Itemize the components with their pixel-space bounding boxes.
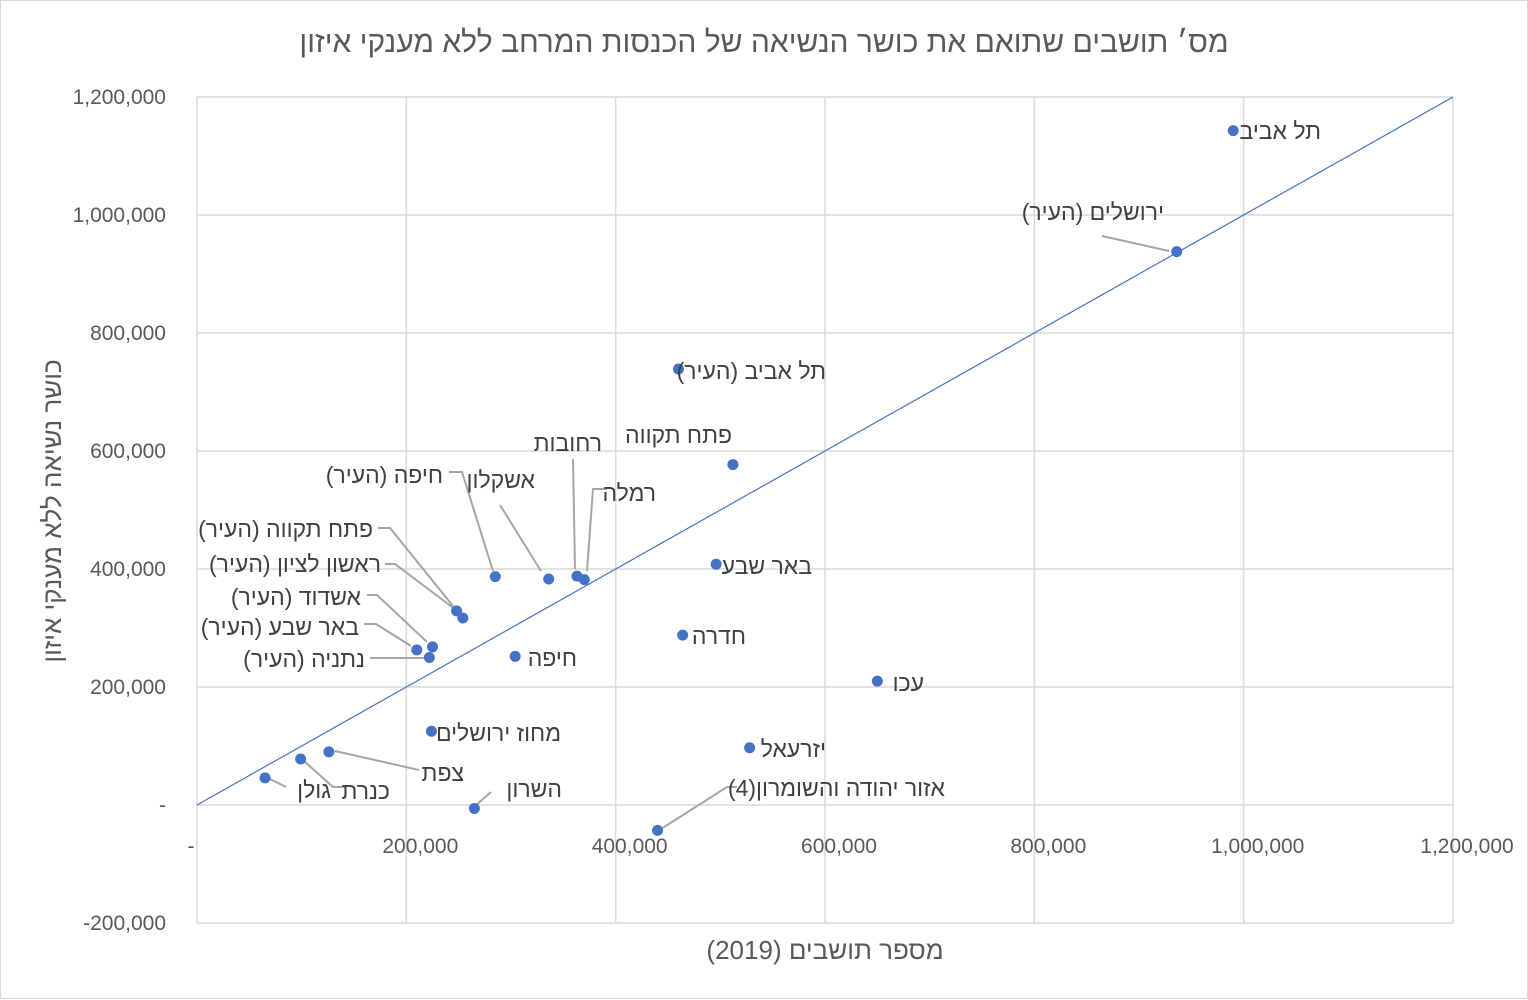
data-point	[259, 772, 271, 784]
data-labels: תל אביב ירושלים (העיר) תל אביב (העיר) פתח ת…	[198, 118, 1321, 804]
x-tick-label: 1,000,000	[1211, 835, 1304, 858]
data-label: אשדוד (העיר)	[231, 584, 362, 610]
data-label: תל אביב	[1240, 118, 1321, 144]
data-point	[543, 573, 555, 585]
y-tick-label: -	[159, 794, 166, 817]
data-point	[423, 652, 435, 663]
data-point	[1227, 125, 1239, 137]
data-label: תל אביב (העיר)	[677, 358, 826, 384]
leader-line	[367, 594, 428, 643]
data-label: גולן	[297, 777, 331, 803]
data-point	[295, 753, 307, 765]
data-label: חיפה (העיר)	[326, 462, 443, 488]
data-point	[578, 574, 590, 586]
leader-line	[364, 623, 412, 647]
data-label: מחוז ירושלים	[436, 720, 561, 746]
data-label: באר שבע (העיר)	[201, 614, 359, 640]
y-tick-label: 800,000	[90, 322, 166, 345]
data-point	[652, 824, 664, 836]
data-label: עכו	[893, 670, 924, 696]
data-label: רמלה	[603, 480, 656, 506]
data-label: השרון	[506, 776, 562, 802]
data-label: באר שבע	[722, 553, 812, 579]
leader-line	[499, 504, 542, 572]
y-axis-title: כושר נשיאה ללא מענקי איזון	[37, 359, 67, 662]
data-label: ראשון לציון (העיר)	[209, 551, 381, 577]
x-tick-label: 200,000	[382, 835, 458, 858]
leader-line	[334, 750, 420, 771]
leader-line	[449, 471, 494, 572]
data-point	[509, 650, 521, 662]
data-label: ירושלים (העיר)	[1022, 199, 1164, 225]
leader-line	[660, 786, 737, 830]
data-label: פתח תקווה (העיר)	[198, 516, 373, 542]
data-label: אשקלון	[467, 467, 536, 493]
data-label: נתניה (העיר)	[243, 646, 365, 672]
leader-line	[1101, 235, 1170, 252]
data-point	[425, 725, 437, 737]
data-label: פתח תקווה	[625, 422, 732, 448]
data-point	[457, 612, 469, 624]
y-tick-label: 400,000	[90, 558, 166, 581]
data-points	[259, 125, 1239, 836]
data-label: רחובות	[534, 430, 602, 456]
y-tick-label: 200,000	[90, 676, 166, 699]
data-point	[451, 605, 463, 617]
data-point	[489, 571, 501, 583]
data-label: אזור יהודה והשומרון(4)	[728, 775, 946, 801]
data-point	[1171, 246, 1183, 258]
x-tick-label: 1,200,000	[1420, 835, 1513, 858]
x-tick-label: 600,000	[801, 835, 877, 858]
data-label: חדרה	[692, 623, 746, 649]
data-point	[672, 363, 684, 375]
y-tick-label: 1,200,000	[73, 86, 166, 109]
data-point	[744, 742, 756, 754]
x-tick-label: 800,000	[1010, 835, 1086, 858]
data-point	[427, 641, 438, 653]
y-tick-label: 600,000	[90, 440, 166, 463]
data-label: חיפה	[528, 645, 577, 671]
data-point	[468, 803, 480, 815]
data-point	[871, 675, 883, 687]
reference-line	[196, 96, 1454, 806]
data-label: כנרת	[341, 778, 390, 804]
data-point	[677, 629, 689, 641]
x-axis-ticks: - 200,000 400,000 600,000 800,000 1,000,000 1,…	[188, 835, 1514, 858]
x-axis-title: מספר תושבים (2019)	[706, 935, 943, 965]
leader-line	[303, 760, 345, 788]
x-tick-label-zero: -	[188, 835, 195, 858]
data-point	[411, 644, 423, 656]
data-point	[727, 459, 739, 471]
y-axis-ticks: -200,000-200,000400,000600,000800,0001,0…	[73, 86, 166, 935]
leader-line	[378, 527, 454, 607]
data-point	[323, 746, 335, 758]
chart-title: מס׳ תושבים שתואם את כושר הנשיאה של הכנסו…	[299, 26, 1228, 59]
leader-line	[385, 563, 461, 614]
leader-line	[572, 458, 576, 570]
y-tick-label: -200,000	[83, 912, 166, 935]
data-label: יזרעאל	[761, 736, 826, 762]
x-tick-label: 400,000	[592, 835, 668, 858]
data-point	[710, 558, 722, 570]
data-label: צפת	[422, 760, 464, 786]
label-leader-lines	[263, 235, 1170, 830]
leader-line	[586, 488, 607, 572]
y-tick-label: 1,000,000	[73, 204, 166, 227]
